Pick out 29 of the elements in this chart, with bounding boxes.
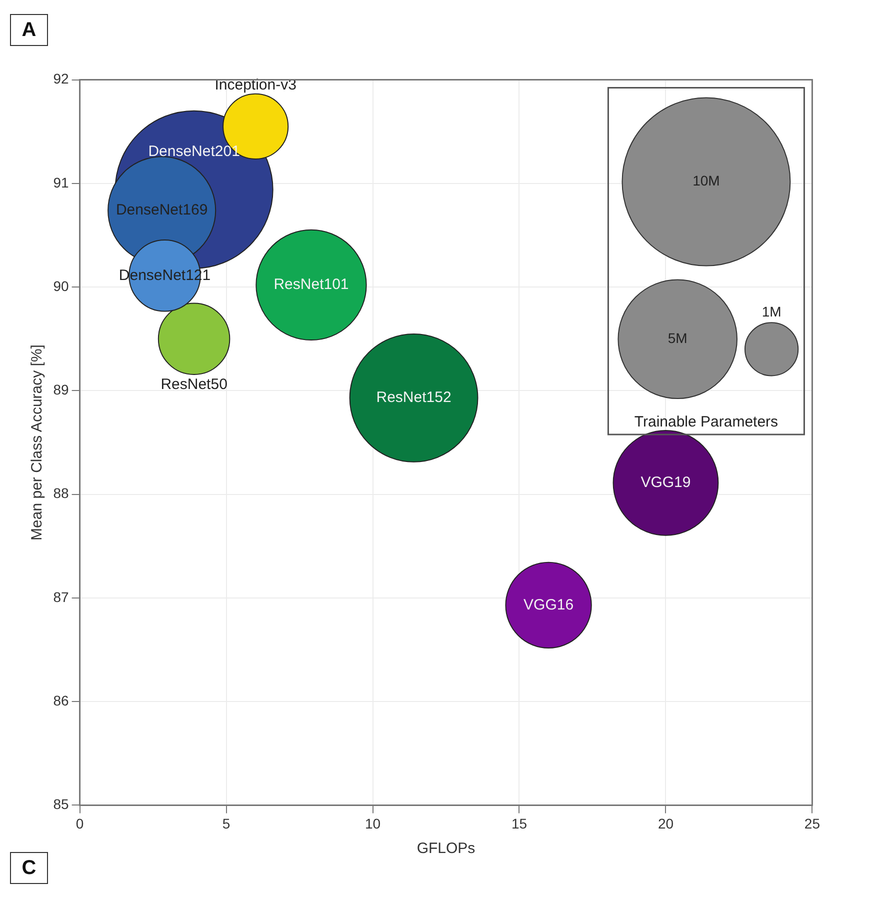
y-tick-label: 89: [53, 382, 69, 398]
y-tick-label: 85: [53, 796, 69, 812]
text: C: [10, 852, 48, 884]
text: A: [10, 14, 48, 46]
y-tick-label: 88: [53, 485, 69, 502]
x-tick-label: 5: [222, 815, 230, 832]
y-tick-label: 90: [53, 278, 69, 294]
legend-title: Trainable Parameters: [634, 414, 778, 431]
x-tick-label: 10: [364, 815, 381, 832]
series-label: ResNet50: [160, 376, 228, 394]
legend-label: 5M: [668, 330, 688, 346]
x-tick-label: 0: [76, 815, 84, 832]
series-label: DenseNet169: [116, 202, 208, 219]
legend-label: 1M: [762, 303, 782, 320]
x-tick-label: 20: [658, 815, 674, 832]
series-label: ResNet152: [376, 389, 452, 406]
series-label: ResNet101: [274, 276, 349, 294]
y-tick-label: 86: [53, 692, 69, 708]
x-tick-label: 25: [804, 815, 820, 832]
x-tick-label: 15: [511, 815, 528, 832]
y-tick-label: 87: [53, 588, 69, 605]
series-label: VGG19: [640, 474, 691, 492]
y-tick-label: 91: [53, 174, 69, 190]
x-axis-title: GFLOPs: [416, 840, 476, 858]
y-tick-label: 92: [53, 70, 69, 87]
y-axis-title: Mean per Class Accuracy [%]: [28, 344, 46, 540]
series-label: Inception-v3: [214, 76, 296, 94]
series-label: VGG16: [524, 596, 574, 614]
legend-label: 10M: [692, 172, 720, 189]
